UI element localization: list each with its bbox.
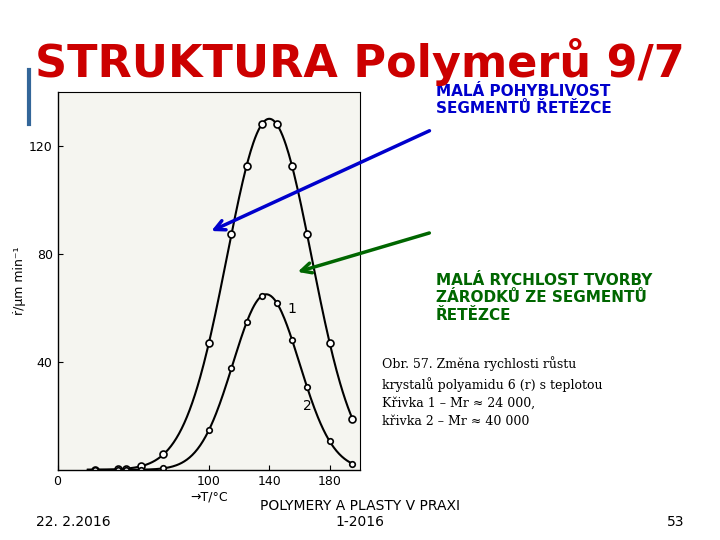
Text: 1: 1 bbox=[287, 302, 297, 316]
X-axis label: →T/°C: →T/°C bbox=[190, 490, 228, 503]
Y-axis label: ṙ/μm min⁻¹: ṙ/μm min⁻¹ bbox=[13, 247, 26, 315]
Text: STRUKTURA Polymerů 9/7: STRUKTURA Polymerů 9/7 bbox=[35, 38, 685, 86]
Text: MALÁ RYCHLOST TVORBY
ZÁRODKŮ ZE SEGMENTŮ
ŘETĚZCE: MALÁ RYCHLOST TVORBY ZÁRODKŮ ZE SEGMENTŮ… bbox=[436, 273, 652, 322]
Text: 2: 2 bbox=[302, 400, 311, 414]
Text: MALÁ POHYBLIVOST
SEGMENTŮ ŘETĚZCE: MALÁ POHYBLIVOST SEGMENTŮ ŘETĚZCE bbox=[436, 84, 611, 116]
Text: Obr. 57. Změna rychlosti růstu
krystalů polyamidu 6 (r) s teplotou
Křivka 1 – M̄: Obr. 57. Změna rychlosti růstu krystalů … bbox=[382, 356, 602, 428]
Text: 53: 53 bbox=[667, 515, 684, 529]
Text: POLYMERY A PLASTY V PRAXI
1-2016: POLYMERY A PLASTY V PRAXI 1-2016 bbox=[260, 499, 460, 529]
Text: 22. 2.2016: 22. 2.2016 bbox=[36, 515, 111, 529]
